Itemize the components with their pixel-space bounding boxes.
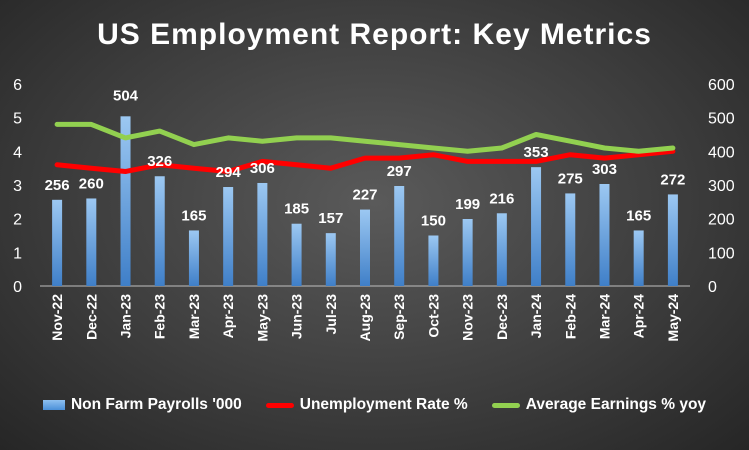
bar-data-label: 294 bbox=[216, 164, 242, 181]
bar-payrolls bbox=[257, 182, 268, 286]
bar-payrolls bbox=[86, 198, 97, 286]
bar-payrolls bbox=[531, 167, 542, 286]
x-axis-tick-label: Nov-23 bbox=[460, 294, 476, 341]
x-axis-tick-label: Apr-23 bbox=[220, 294, 236, 339]
left-axis-tick-label: 2 bbox=[13, 212, 22, 229]
bar-data-label: 504 bbox=[113, 87, 139, 104]
bar-data-label: 260 bbox=[79, 175, 104, 192]
bar-payrolls bbox=[360, 209, 370, 286]
bar-payrolls bbox=[394, 186, 405, 286]
bar-data-label: 216 bbox=[489, 190, 514, 207]
x-axis-tick-label: Mar-23 bbox=[186, 294, 202, 339]
x-axis-tick-label: Aug-23 bbox=[357, 294, 373, 342]
bar-data-label: 353 bbox=[524, 144, 549, 161]
bar-data-label: 326 bbox=[147, 153, 172, 170]
bar-data-label: 165 bbox=[181, 207, 206, 224]
bar-data-label: 150 bbox=[421, 213, 446, 230]
legend-item-unemployment: Unemployment Rate % bbox=[265, 396, 468, 414]
line-average-earnings bbox=[54, 121, 676, 154]
left-axis-tick-label: 6 bbox=[13, 77, 22, 94]
bar-payrolls bbox=[496, 213, 507, 286]
right-axis-tick-label: 100 bbox=[708, 245, 735, 262]
x-axis-tick-label: Feb-23 bbox=[152, 294, 168, 339]
bar-payrolls bbox=[154, 176, 165, 286]
bar-payrolls bbox=[633, 230, 644, 286]
legend-swatch-unemployment bbox=[265, 402, 294, 408]
bar-payrolls bbox=[120, 116, 131, 286]
bar-data-label: 227 bbox=[352, 187, 377, 204]
x-axis-tick-label: Dec-23 bbox=[494, 294, 510, 340]
x-axis-tick-label: Feb-24 bbox=[562, 294, 578, 339]
bar-data-label: 165 bbox=[626, 207, 651, 224]
left-axis-tick-label: 5 bbox=[13, 111, 22, 128]
bar-payrolls bbox=[667, 194, 678, 286]
bar-payrolls bbox=[599, 183, 610, 286]
right-axis-tick-label: 400 bbox=[708, 144, 735, 161]
legend-swatch-payrolls bbox=[42, 400, 65, 410]
bar-payrolls bbox=[52, 199, 63, 286]
left-axis-tick-label: 3 bbox=[13, 178, 22, 195]
bar-data-label: 272 bbox=[660, 171, 685, 188]
bar-data-label: 297 bbox=[387, 163, 412, 180]
x-axis-tick-label: May-24 bbox=[665, 294, 681, 342]
bar-data-label: 157 bbox=[318, 210, 343, 227]
right-axis-tick-label: 0 bbox=[708, 279, 717, 296]
bar-payrolls bbox=[291, 223, 302, 286]
line-unemployment-rate bbox=[54, 148, 676, 174]
right-axis-tick-label: 200 bbox=[708, 212, 735, 229]
legend-item-earnings: Average Earnings % yoy bbox=[491, 396, 707, 414]
x-axis-tick-label: Mar-24 bbox=[596, 294, 612, 339]
bar-data-label: 256 bbox=[45, 177, 70, 194]
bar-payrolls bbox=[325, 233, 336, 286]
x-axis-tick-label: May-23 bbox=[254, 294, 270, 342]
bar-data-label: 306 bbox=[250, 160, 275, 177]
right-axis-tick-label: 600 bbox=[708, 77, 735, 94]
right-axis-tick-label: 300 bbox=[708, 178, 735, 195]
right-axis-tick-label: 500 bbox=[708, 111, 735, 128]
x-axis-tick-label: Jun-23 bbox=[289, 294, 305, 339]
bar-payrolls bbox=[428, 235, 439, 286]
legend-label-unemployment: Unemployment Rate % bbox=[299, 396, 468, 413]
bar-data-label: 199 bbox=[455, 196, 480, 213]
bar-payrolls bbox=[223, 187, 234, 286]
bar-data-label: 185 bbox=[284, 201, 309, 218]
bar-payrolls bbox=[462, 219, 473, 286]
left-axis-tick-label: 0 bbox=[13, 279, 22, 296]
legend: Non Farm Payrolls '000 Unemployment Rate… bbox=[0, 396, 749, 414]
legend-label-payrolls: Non Farm Payrolls '000 bbox=[70, 396, 242, 413]
legend-swatch-earnings bbox=[491, 402, 520, 408]
bar-payrolls bbox=[188, 230, 199, 286]
x-axis-tick-label: Jan-23 bbox=[118, 294, 134, 339]
x-axis-tick-label: Jan-24 bbox=[528, 294, 544, 339]
bar-data-label: 275 bbox=[558, 170, 583, 187]
x-axis-tick-label: Apr-24 bbox=[631, 294, 647, 339]
chart-title: US Employment Report: Key Metrics bbox=[97, 18, 652, 51]
x-axis-tick-label: Oct-23 bbox=[425, 294, 441, 338]
legend-label-earnings: Average Earnings % yoy bbox=[525, 396, 707, 413]
x-axis-tick-label: Sep-23 bbox=[391, 294, 407, 340]
legend-item-payrolls: Non Farm Payrolls '000 bbox=[42, 396, 242, 414]
bar-payrolls bbox=[565, 193, 576, 286]
x-axis-tick-label: Nov-22 bbox=[49, 294, 65, 341]
left-axis-tick-label: 4 bbox=[13, 144, 22, 161]
bar-data-label: 303 bbox=[592, 161, 617, 178]
left-axis-tick-label: 1 bbox=[13, 245, 22, 262]
x-axis-tick-label: Jul-23 bbox=[323, 294, 339, 335]
x-axis-tick-label: Dec-22 bbox=[83, 294, 99, 340]
